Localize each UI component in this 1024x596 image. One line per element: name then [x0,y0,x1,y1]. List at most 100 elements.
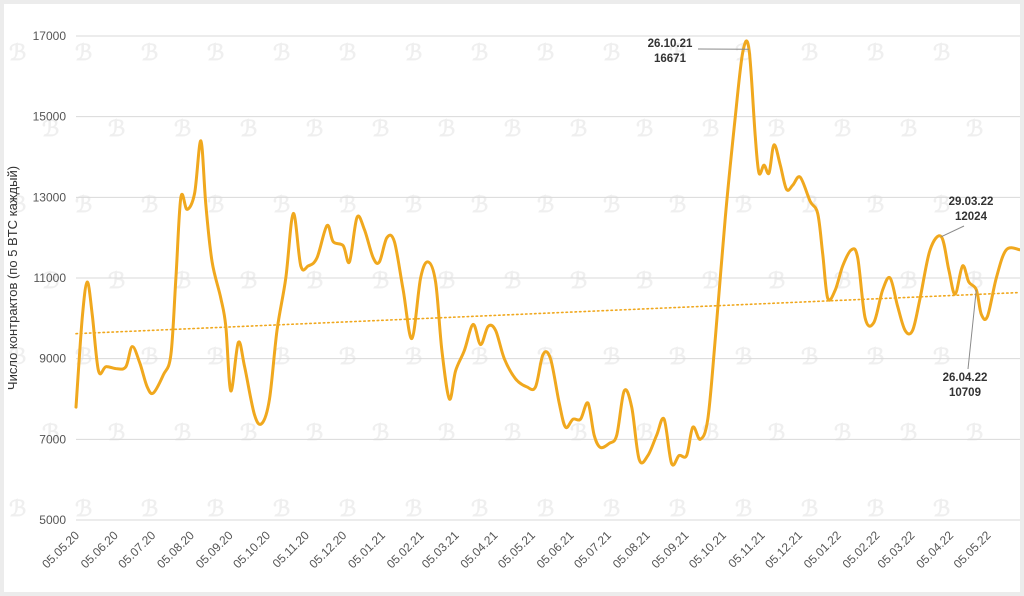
watermark-logo: ℬ [405,40,422,65]
watermark-logo: ℬ [768,420,785,445]
watermark-logo: ℬ [75,496,92,521]
x-tick-label: 05.05.22 [951,528,994,571]
annotation-value: 12024 [955,211,988,223]
y-axis-label: Число контрактов (по 5 BTC каждый) [5,166,20,390]
watermark-logo: ℬ [306,420,323,445]
watermark-logo: ℬ [174,268,191,293]
watermark-logo: ℬ [372,420,389,445]
x-tick-label: 05.04.21 [457,528,500,571]
watermark-logo: ℬ [9,40,26,65]
x-tick-label: 05.06.20 [78,528,121,571]
watermark-logo: ℬ [339,40,356,65]
watermark-logo: ℬ [933,40,950,65]
watermark-logo: ℬ [339,344,356,369]
watermark-logo: ℬ [207,192,224,217]
watermark-logo: ℬ [471,344,488,369]
watermark-logo: ℬ [603,40,620,65]
watermark-logo: ℬ [438,420,455,445]
watermark-logo: ℬ [42,420,59,445]
watermark-logo: ℬ [207,344,224,369]
watermark-logo: ℬ [603,496,620,521]
watermark-logo: ℬ [966,268,983,293]
annotation-date: 29.03.22 [949,196,994,208]
watermark-logo: ℬ [801,40,818,65]
watermark-logo: ℬ [801,344,818,369]
watermark-logo: ℬ [867,496,884,521]
watermark-logo: ℬ [702,268,719,293]
watermark-logo: ℬ [537,40,554,65]
y-tick-label: 11000 [34,271,67,285]
watermark-logo: ℬ [867,344,884,369]
x-tick-label: 05.01.22 [801,528,844,571]
watermark-logo: ℬ [603,192,620,217]
watermark-logo: ℬ [405,496,422,521]
x-tick-label: 05.10.20 [230,528,273,571]
watermark-logo: ℬ [834,268,851,293]
chart-frame: ℬ ℬ ℬ ℬ ℬ ℬ ℬ ℬ ℬ ℬ ℬ ℬ ℬ ℬ ℬ ℬ ℬ ℬ ℬ ℬ ℬ ℬ ℬ ℬ ℬ ℬ ℬ ℬ ℬ ℬ ℬ ℬ ℬ ℬ ℬ ℬ ℬ ℬ ℬ ℬ… [4,4,1020,592]
watermark-logo: ℬ [372,268,389,293]
watermark-logo: ℬ [240,268,257,293]
x-tick-label: 05.07.20 [115,528,158,571]
watermark-logo: ℬ [867,40,884,65]
watermark-logo: ℬ [42,268,59,293]
watermark-logo: ℬ [240,116,257,141]
watermark-logo: ℬ [405,192,422,217]
watermark-logo: ℬ [273,40,290,65]
annotation-value: 16671 [654,53,687,65]
watermark-logo: ℬ [141,496,158,521]
annotation-date: 26.04.22 [943,372,988,384]
watermark-logo: ℬ [438,268,455,293]
y-axis-ticks: 5000 7000 9000 11000 13000 15000 17000 [33,29,67,527]
y-tick-label: 7000 [39,432,66,446]
watermark-logo: ℬ [537,192,554,217]
watermark-logo: ℬ [471,40,488,65]
watermark-logo: ℬ [108,116,125,141]
x-tick-label: 05.09.21 [649,528,692,571]
x-tick-label: 05.03.21 [419,528,462,571]
watermark-logo: ℬ [273,496,290,521]
watermark-logo: ℬ [174,420,191,445]
x-tick-label: 05.05.20 [39,528,82,571]
watermark-logo: ℬ [504,420,521,445]
series-layer [74,39,1020,467]
watermark-logo: ℬ [339,192,356,217]
annotation-date: 26.10.21 [648,38,693,50]
x-tick-label: 05.12.21 [762,528,805,571]
watermark-logo: ℬ [735,496,752,521]
watermark-logo: ℬ [834,420,851,445]
watermark-logo: ℬ [471,192,488,217]
watermark-logo: ℬ [108,420,125,445]
watermark-logo: ℬ [141,192,158,217]
x-axis-ticks: 05.05.2005.06.2005.07.2005.08.2005.09.20… [39,528,994,571]
y-tick-label: 13000 [33,190,67,204]
x-tick-label: 05.02.22 [840,528,883,571]
watermark-logo: ℬ [966,116,983,141]
watermark-logo: ℬ [669,192,686,217]
watermark-logo: ℬ [636,268,653,293]
watermark-logo: ℬ [9,192,26,217]
x-tick-label: 05.07.21 [571,528,614,571]
watermark-logo: ℬ [603,344,620,369]
watermark-logo: ℬ [405,344,422,369]
watermark-logo: ℬ [174,116,191,141]
watermark-logo: ℬ [75,192,92,217]
watermark-logo: ℬ [471,496,488,521]
x-tick-label: 05.04.22 [913,528,956,571]
watermark-logo: ℬ [42,116,59,141]
watermark-logo: ℬ [438,116,455,141]
watermark-logo: ℬ [570,268,587,293]
x-tick-label: 05.03.22 [875,528,918,571]
watermark-logo: ℬ [900,268,917,293]
y-tick-label: 5000 [39,513,66,527]
trendline [75,291,1020,335]
gridlines [76,35,1020,521]
watermark-logo: ℬ [75,40,92,65]
watermark-logo: ℬ [537,496,554,521]
x-tick-label: 05.01.21 [345,528,388,571]
watermark-logo: ℬ [768,268,785,293]
x-tick-label: 05.10.21 [686,528,729,571]
series-line [74,39,1020,467]
watermark-logo: ℬ [306,116,323,141]
watermark-logo: ℬ [933,496,950,521]
watermark-logo: ℬ [504,268,521,293]
